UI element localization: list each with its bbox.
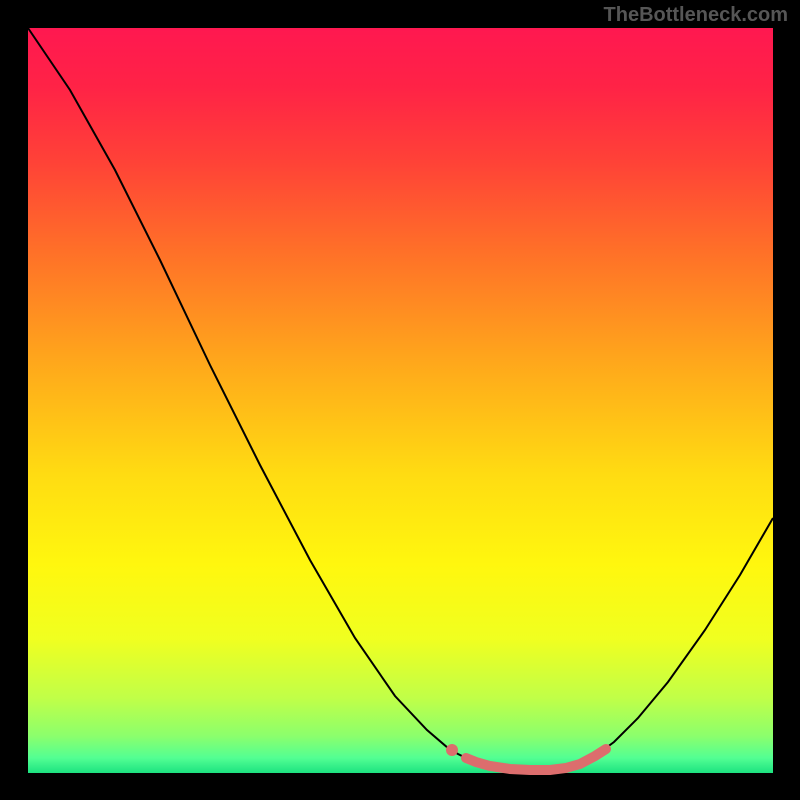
watermark-text: TheBottleneck.com [604, 4, 788, 27]
chart-svg [0, 0, 800, 800]
optimal-highlight-dot [446, 744, 458, 756]
plot-background [28, 28, 773, 773]
bottleneck-chart [0, 0, 800, 800]
